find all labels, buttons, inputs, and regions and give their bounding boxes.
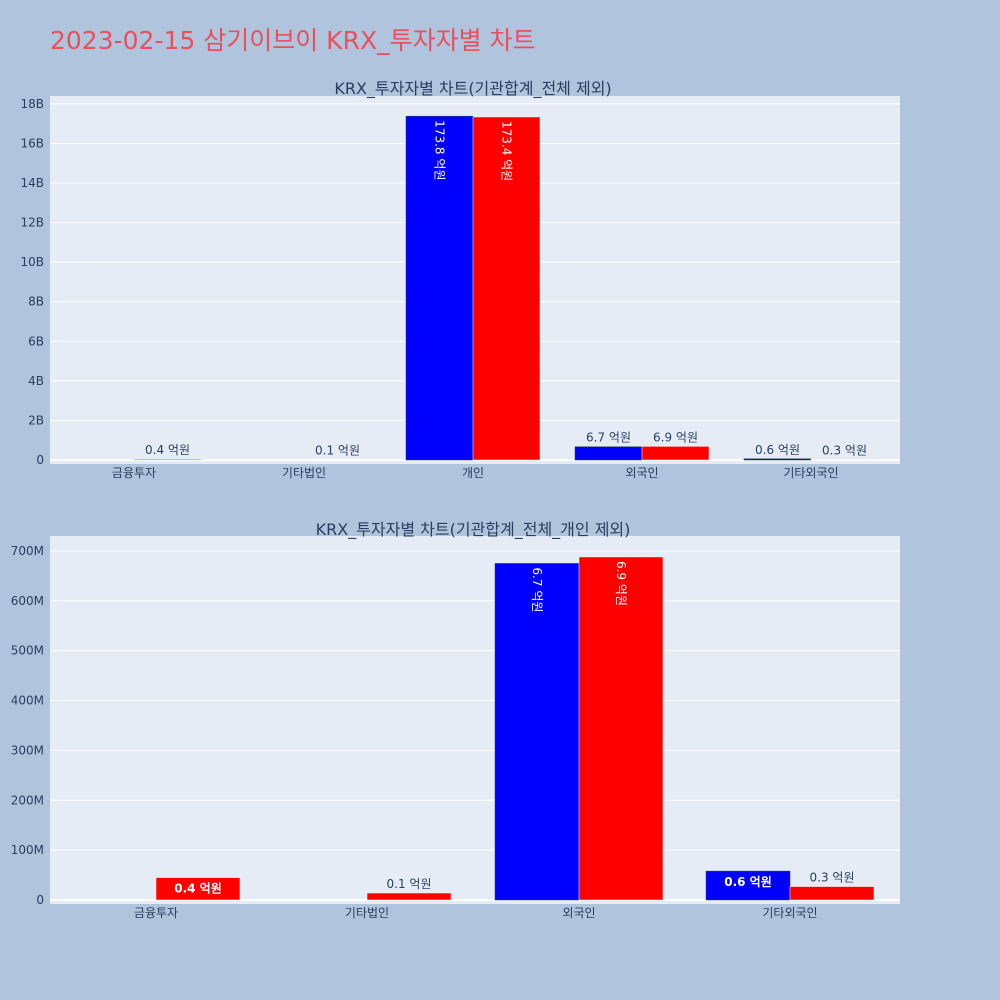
y-tick-label: 10B: [20, 255, 44, 269]
y-tick-label: 16B: [20, 136, 44, 150]
bar-sell: [810, 459, 879, 461]
y-tick-label: 0: [36, 453, 44, 467]
bar-value-label: 0.1 억원: [315, 444, 360, 458]
y-tick-label: 300M: [11, 743, 44, 757]
bar-buy: [743, 458, 812, 461]
bar-buy: [705, 870, 791, 901]
x-tick-label: 기타법인: [282, 466, 326, 480]
bar-value-label: 6.9 억원: [653, 430, 698, 444]
y-tick-label: 6B: [28, 334, 44, 348]
y-tick-label: 14B: [20, 176, 44, 190]
bar-sell: [789, 886, 875, 901]
y-tick-label: 4B: [28, 374, 44, 388]
y-tick-label: 18B: [20, 97, 44, 111]
y-tick-label: 100M: [11, 843, 44, 857]
plot-area: [50, 536, 900, 904]
y-tick-label: 600M: [11, 594, 44, 608]
y-tick-label: 2B: [28, 413, 44, 427]
y-tick-label: 0: [36, 893, 44, 907]
y-tick-label: 12B: [20, 216, 44, 230]
bar-value-label: 0.4 억원: [174, 882, 222, 896]
x-tick-label: 개인: [462, 466, 484, 480]
y-tick-label: 400M: [11, 694, 44, 708]
x-tick-label: 기타외국인: [762, 906, 817, 920]
x-tick-label: 금융투자: [112, 466, 156, 480]
y-tick-label: 200M: [11, 793, 44, 807]
y-tick-label: 700M: [11, 544, 44, 558]
bar-buy: [494, 563, 580, 901]
bar-value-label: 6.7 억원: [530, 567, 544, 612]
x-tick-label: 외국인: [562, 906, 595, 920]
bar-value-label: 0.1 억원: [387, 877, 432, 891]
x-tick-label: 기타법인: [345, 906, 389, 920]
page-title: 2023-02-15 삼기이브이 KRX_투자자별 차트: [50, 26, 536, 55]
bar-sell: [133, 458, 202, 461]
x-tick-label: 외국인: [625, 466, 658, 480]
chart-bottom: KRX_투자자별 차트(기관합계_전체_개인 제외) 0 100M 200M 300M 4…: [11, 520, 900, 920]
y-tick-label: 500M: [11, 644, 44, 658]
bar-value-label: 6.7 억원: [586, 431, 631, 445]
bar-sell: [641, 446, 710, 461]
bar-sell: [472, 116, 541, 461]
x-tick-label: 기타외국인: [783, 466, 838, 480]
bar-value-label: 0.3 억원: [810, 871, 855, 885]
chart-title: KRX_투자자별 차트(기관합계_전체_개인 제외): [316, 520, 631, 540]
x-tick-label: 금융투자: [134, 906, 178, 920]
bar-value-label: 0.6 억원: [724, 875, 772, 889]
bar-value-label: 173.4 억원: [500, 121, 514, 181]
chart-top: KRX_투자자별 차트(기관합계_전체 제외) 0 2B 4B 6B 8B 10B 12B 14…: [20, 79, 900, 480]
bar-value-label: 0.4 억원: [145, 443, 190, 457]
bar-sell: [155, 877, 241, 901]
bar-value-label: 0.6 억원: [755, 443, 800, 457]
bar-buy: [574, 446, 643, 461]
bar-sell: [366, 892, 452, 901]
bar-buy: [405, 115, 474, 461]
bar-value-label: 6.9 억원: [614, 561, 628, 606]
bar-value-label: 0.3 억원: [822, 443, 867, 457]
chart-title: KRX_투자자별 차트(기관합계_전체 제외): [334, 79, 611, 99]
y-tick-label: 8B: [28, 295, 44, 309]
bar-sell: [578, 556, 664, 901]
bar-value-label: 173.8 억원: [433, 120, 447, 180]
